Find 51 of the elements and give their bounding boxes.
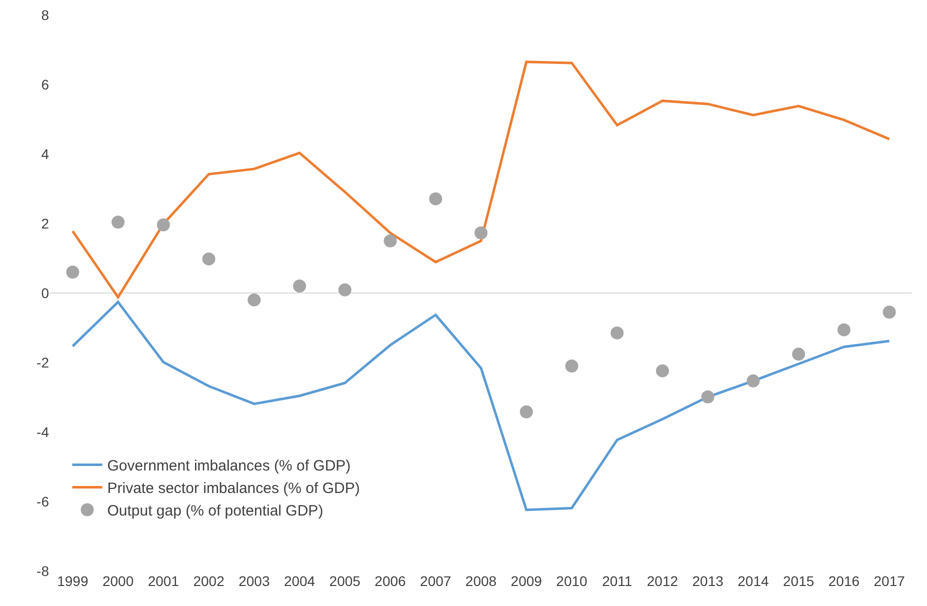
point	[610, 326, 624, 340]
point	[202, 252, 216, 266]
legend-label: Output gap (% of potential GDP)	[107, 502, 324, 520]
point	[384, 234, 397, 248]
point	[565, 359, 578, 372]
y-tick-label: 2	[41, 215, 50, 232]
x-tick-label: 2009	[510, 573, 542, 589]
point	[520, 405, 533, 418]
point	[837, 323, 850, 336]
y-tick-label: 6	[41, 76, 50, 92]
point	[746, 374, 760, 388]
y-tick-label: -8	[36, 562, 50, 579]
x-tick-label: 2012	[646, 573, 678, 589]
x-tick-label: 2014	[738, 573, 769, 589]
legend-label: Private sector imbalances (% of GDP)	[107, 480, 360, 498]
x-tick-label: 2005	[329, 573, 361, 589]
x-tick-label: 2011	[602, 573, 632, 589]
point	[66, 266, 80, 279]
point	[112, 216, 125, 229]
y-tick-label: -4	[36, 424, 50, 440]
point	[474, 226, 488, 240]
y-tick-label: 0	[41, 284, 50, 301]
point	[882, 306, 896, 319]
x-tick-label: 2013	[692, 573, 724, 589]
point	[293, 280, 306, 293]
point	[429, 192, 442, 206]
point	[338, 283, 352, 296]
x-tick-label: 2006	[374, 573, 406, 589]
y-tick-label: -2	[36, 354, 50, 370]
x-tick-label: 2007	[420, 573, 452, 589]
x-tick-label: 2004	[284, 573, 316, 589]
x-tick-label: 2016	[828, 573, 860, 589]
legend-label: Government imbalances (% of GDP)	[107, 458, 351, 475]
line-series	[71, 60, 891, 298]
x-tick-label: 2015	[783, 573, 814, 589]
x-tick-label: 1999	[57, 573, 88, 589]
point	[792, 348, 806, 361]
y-tick-label: 4	[41, 146, 50, 162]
point	[248, 293, 261, 306]
x-tick-label: 2017	[874, 573, 906, 589]
y-tick-label: -6	[36, 493, 50, 510]
x-tick-label: 2002	[193, 573, 225, 589]
x-tick-label: 2010	[556, 573, 588, 589]
x-tick-label: 2000	[102, 573, 134, 589]
point	[156, 218, 170, 232]
x-tick-label: 2001	[148, 573, 180, 589]
x-tick-label: 2003	[238, 573, 270, 589]
point	[701, 390, 714, 404]
y-tick-label: 8	[41, 6, 50, 23]
x-tick-label: 2008	[465, 573, 497, 589]
point	[656, 364, 669, 378]
